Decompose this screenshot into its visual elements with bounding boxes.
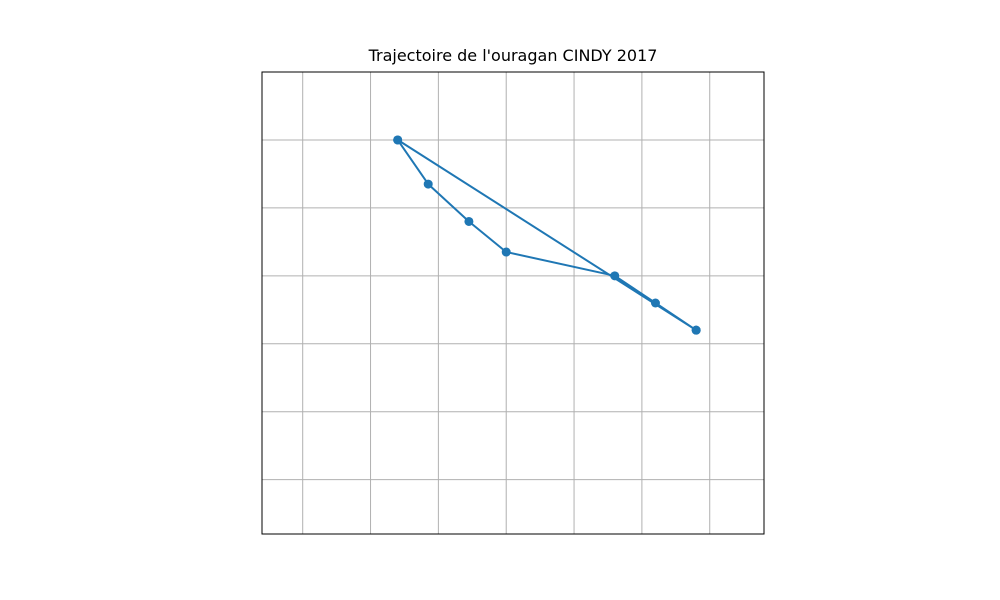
chart-title: Trajectoire de l'ouragan CINDY 2017 xyxy=(368,46,658,65)
trajectory-point-3 xyxy=(610,271,620,281)
trajectory-point-6 xyxy=(423,179,433,189)
trajectory-point-8 xyxy=(691,325,701,335)
trajectory-point-4 xyxy=(501,247,511,257)
trajectory-point-7 xyxy=(393,135,403,145)
trajectory-point-5 xyxy=(464,216,474,226)
axes-frame xyxy=(261,71,765,535)
trajectory-point-2 xyxy=(650,298,660,308)
